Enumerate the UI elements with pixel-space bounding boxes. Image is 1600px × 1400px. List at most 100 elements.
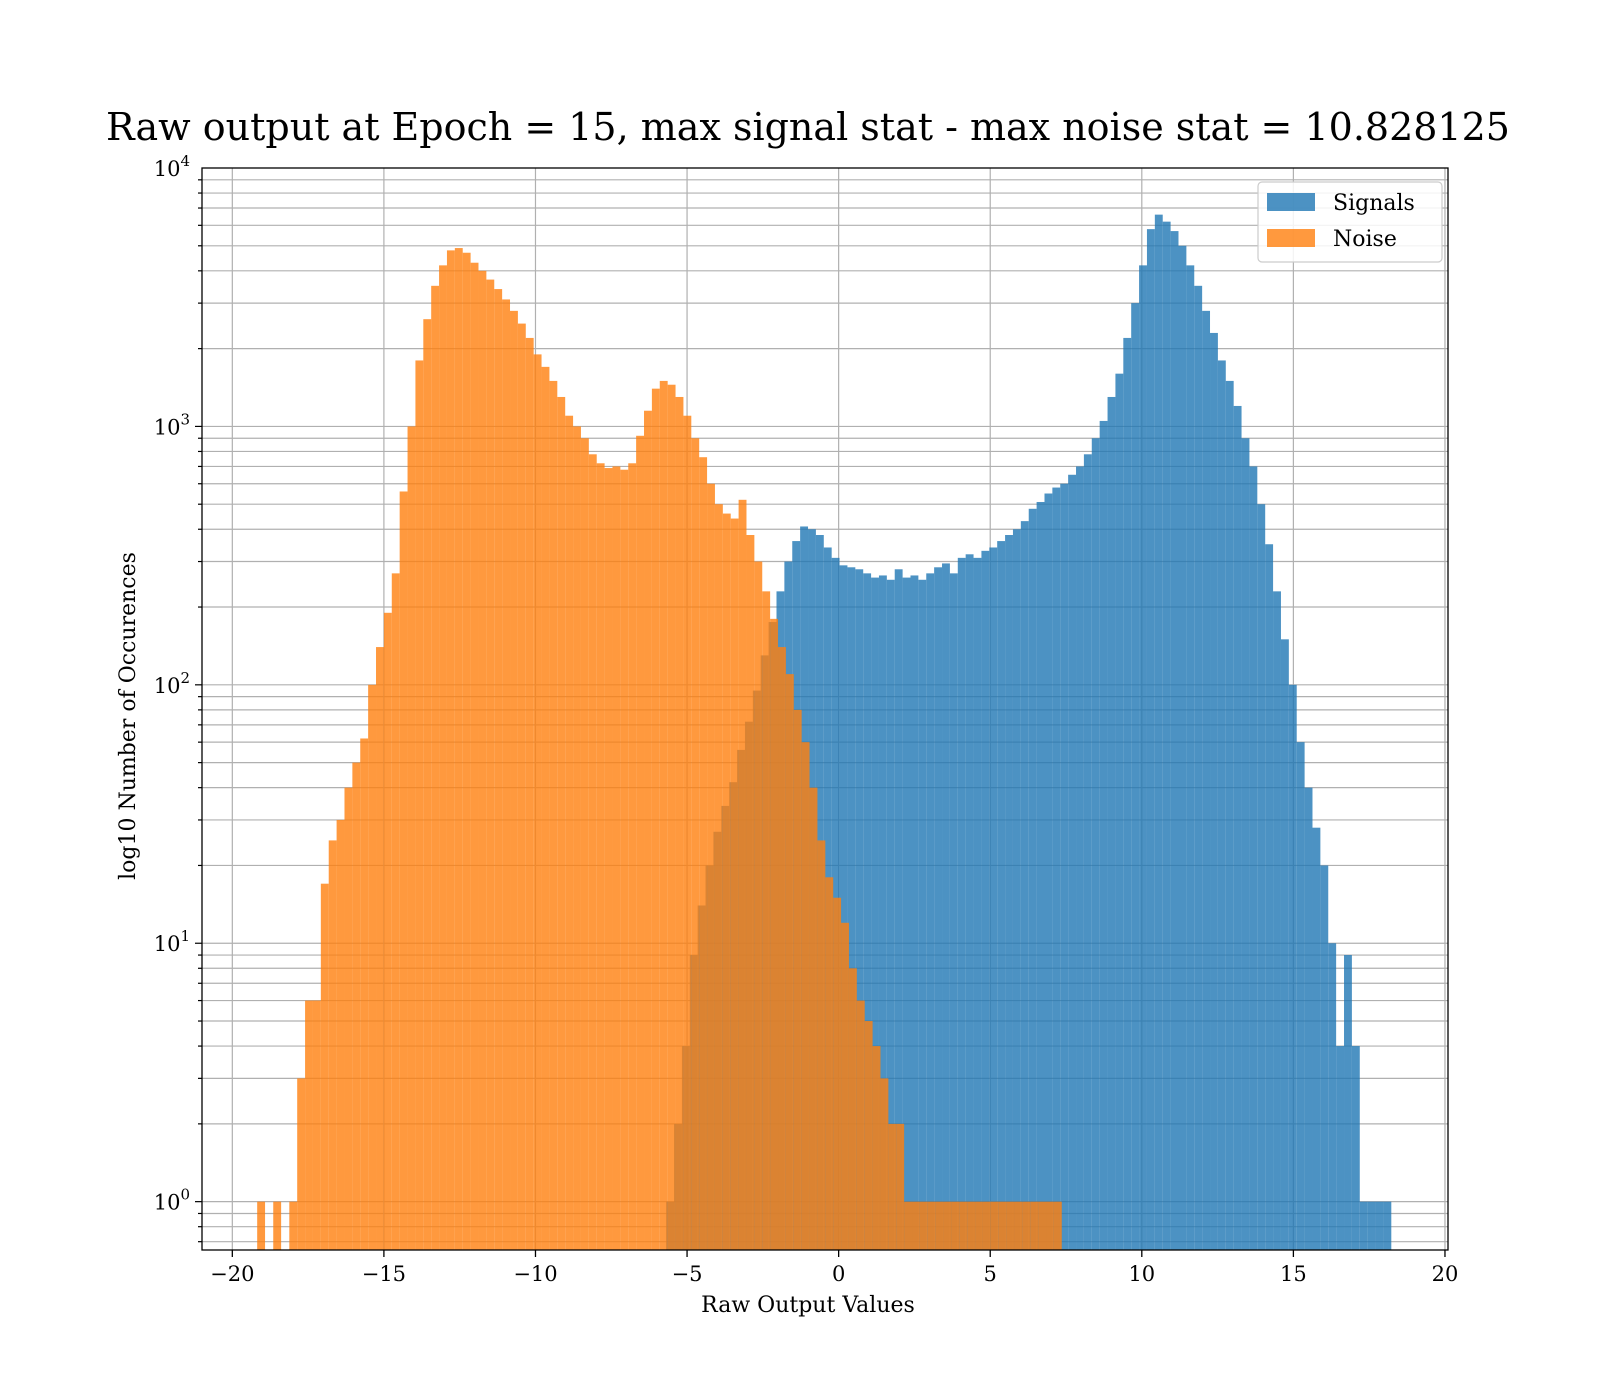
histogram-bar-signals xyxy=(1044,493,1053,1250)
histogram-bar-signals xyxy=(973,557,982,1250)
histogram-bar-signals xyxy=(871,577,879,1250)
histogram-bar-noise xyxy=(360,738,369,1250)
histogram-bar-noise xyxy=(620,469,629,1250)
histogram-bar-noise xyxy=(707,483,715,1250)
histogram-bar-signals xyxy=(1359,1201,1368,1250)
histogram-bar-signals xyxy=(1076,466,1084,1250)
histogram-bar-signals xyxy=(934,567,943,1250)
histogram-bar-noise xyxy=(1053,1201,1062,1250)
histogram-bar-noise xyxy=(825,877,834,1250)
histogram-bar-signals xyxy=(1336,1046,1345,1250)
histogram-bar-signals xyxy=(855,569,864,1250)
histogram-bar-signals xyxy=(1194,285,1203,1251)
histogram-bar-noise xyxy=(785,674,794,1250)
histogram-bar-signals xyxy=(1020,521,1029,1250)
histogram-bar-signals xyxy=(1186,265,1195,1250)
histogram-bar-noise xyxy=(935,1201,944,1250)
histogram-bar-signals xyxy=(1344,955,1352,1250)
histogram-bar-noise xyxy=(454,248,463,1250)
histogram-bar-signals xyxy=(989,547,998,1250)
histogram-bar-signals xyxy=(878,575,887,1250)
histogram-bar-noise xyxy=(612,466,621,1250)
histogram-bar-signals xyxy=(894,569,903,1250)
histogram-bar-signals xyxy=(1320,865,1329,1250)
histogram-bar-noise xyxy=(746,535,755,1250)
histogram-bar-noise xyxy=(856,1000,865,1250)
histogram-bar-noise xyxy=(328,840,337,1250)
histogram-bar-noise xyxy=(502,299,511,1250)
histogram-bar-signals xyxy=(1367,1201,1376,1250)
histogram-bar-noise xyxy=(801,742,810,1250)
histogram-bar-noise xyxy=(462,252,471,1250)
x-tick-label: 15 xyxy=(1280,1262,1307,1286)
histogram-bars xyxy=(257,214,1392,1251)
y-axis-title: log10 Number of Occurences xyxy=(116,552,141,880)
histogram-bar-noise xyxy=(793,709,802,1250)
histogram-bar-noise xyxy=(1014,1201,1023,1250)
histogram-bar-noise xyxy=(912,1201,920,1250)
legend-swatch-noise xyxy=(1267,229,1315,247)
histogram-bar-signals xyxy=(1225,380,1234,1251)
histogram-bar-signals xyxy=(1012,529,1021,1250)
histogram-bar-signals xyxy=(1280,639,1289,1250)
histogram-bar-noise xyxy=(596,463,605,1251)
histogram-bar-signals xyxy=(1304,787,1313,1250)
x-tick-label: −15 xyxy=(362,1262,406,1286)
chart-title: Raw output at Epoch = 15, max signal sta… xyxy=(106,105,1510,149)
histogram-bar-signals xyxy=(910,575,919,1250)
histogram-bar-noise xyxy=(517,323,526,1251)
histogram-bar-signals xyxy=(1312,827,1321,1250)
histogram-bar-noise xyxy=(896,1123,905,1250)
histogram-bar-noise xyxy=(628,463,637,1251)
histogram-bar-noise xyxy=(470,262,479,1250)
histogram-bar-noise xyxy=(391,573,400,1250)
histogram-bar-noise xyxy=(1022,1201,1031,1250)
histogram-bar-noise xyxy=(305,1000,313,1250)
histogram-bar-noise xyxy=(848,968,857,1250)
histogram-bar-noise xyxy=(738,499,747,1251)
histogram-bar-signals xyxy=(1241,438,1250,1250)
histogram-bar-noise xyxy=(510,310,518,1250)
histogram-bar-noise xyxy=(841,922,849,1250)
histogram-bar-signals xyxy=(1123,337,1132,1251)
y-tick-label: 104 xyxy=(154,152,190,181)
histogram-bar-noise xyxy=(959,1201,968,1250)
histogram-bar-signals xyxy=(1170,231,1179,1250)
histogram-bar-signals xyxy=(1178,245,1187,1251)
histogram-bar-noise xyxy=(675,396,684,1250)
x-axis-title: Raw Output Values xyxy=(701,1293,915,1318)
histogram-bar-noise xyxy=(683,415,692,1250)
histogram-bar-signals xyxy=(902,577,911,1250)
histogram-bar-noise xyxy=(573,426,581,1250)
series-noise xyxy=(257,248,1062,1251)
histogram-bar-signals xyxy=(1202,310,1211,1250)
histogram-bar-signals xyxy=(1052,487,1061,1250)
histogram-bar-noise xyxy=(344,787,353,1250)
histogram-bar-noise xyxy=(927,1201,936,1250)
histogram-bar-noise xyxy=(990,1201,999,1250)
histogram-bar-signals xyxy=(1131,303,1140,1250)
histogram-bar-noise xyxy=(336,819,345,1250)
histogram-bar-noise xyxy=(604,468,613,1251)
histogram-bar-noise xyxy=(667,384,676,1251)
histogram-bar-noise xyxy=(714,504,723,1250)
axes: −20 −15 −10 −5 0 5 10 15 20 100 101 102 103 104 xyxy=(154,152,1459,1286)
histogram-bar-noise xyxy=(352,762,361,1250)
histogram-bar-signals xyxy=(1265,544,1274,1250)
histogram-bar-signals xyxy=(1060,483,1069,1250)
histogram-bar-noise xyxy=(975,1201,983,1250)
histogram-bar-noise xyxy=(423,319,432,1250)
legend-label-noise: Noise xyxy=(1333,227,1397,252)
histogram-bar-noise xyxy=(762,591,771,1250)
histogram-bar-signals xyxy=(1146,229,1155,1250)
histogram-bar-signals xyxy=(863,573,872,1250)
histogram-bar-noise xyxy=(320,883,329,1250)
histogram-bar-signals xyxy=(1288,684,1297,1250)
histogram-bar-noise xyxy=(691,438,700,1250)
histogram-bar-noise xyxy=(1038,1201,1047,1250)
histogram-bar-signals xyxy=(1036,501,1045,1250)
histogram-bar-signals xyxy=(981,550,990,1250)
histogram-bar-signals xyxy=(1328,943,1337,1250)
histogram-bar-signals xyxy=(1375,1201,1384,1250)
